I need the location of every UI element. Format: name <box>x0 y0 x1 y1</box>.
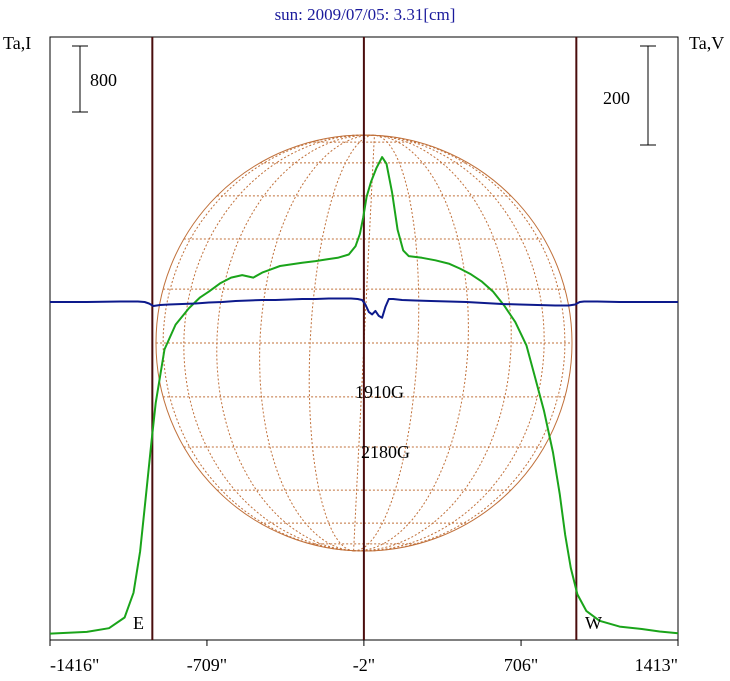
west-limb-label: W <box>585 613 602 633</box>
longitude-line <box>259 134 375 552</box>
annotation-1910g: 1910G <box>355 382 404 402</box>
left-scale-bar <box>72 45 88 113</box>
chart-title: sun: 2009/07/05: 3.31[cm] <box>275 5 456 24</box>
longitude-line <box>353 134 545 552</box>
longitude-line <box>353 134 420 552</box>
longitude-line <box>183 134 375 552</box>
right-scale-bar <box>640 45 656 146</box>
x-tick-label: -1416" <box>50 655 99 675</box>
series-line-intensity <box>49 156 679 635</box>
longitude-line <box>353 134 512 552</box>
longitude-line <box>353 134 469 552</box>
vertical-markers <box>151 37 578 640</box>
right-scale-bar-label: 200 <box>603 88 630 108</box>
x-tick-label: -709" <box>187 655 227 675</box>
right-axis-label: Ta,V <box>689 33 724 53</box>
east-limb-label: E <box>133 613 144 633</box>
x-tick-label: 1413" <box>635 655 678 675</box>
x-tick-label: -2" <box>353 655 375 675</box>
left-axis-label: Ta,I <box>3 33 31 53</box>
longitude-line <box>353 134 566 552</box>
series-group <box>49 156 679 635</box>
x-axis-ticks: -1416" -709" -2" 706" 1413" <box>49 640 679 675</box>
longitude-line <box>308 134 375 552</box>
series-line-polarization <box>50 297 678 319</box>
longitude-line <box>353 135 375 551</box>
x-tick-label: 706" <box>504 655 538 675</box>
longitude-line <box>216 134 375 552</box>
annotation-2180g: 2180G <box>361 442 410 462</box>
longitude-line <box>162 134 375 552</box>
left-scale-bar-label: 800 <box>90 70 117 90</box>
